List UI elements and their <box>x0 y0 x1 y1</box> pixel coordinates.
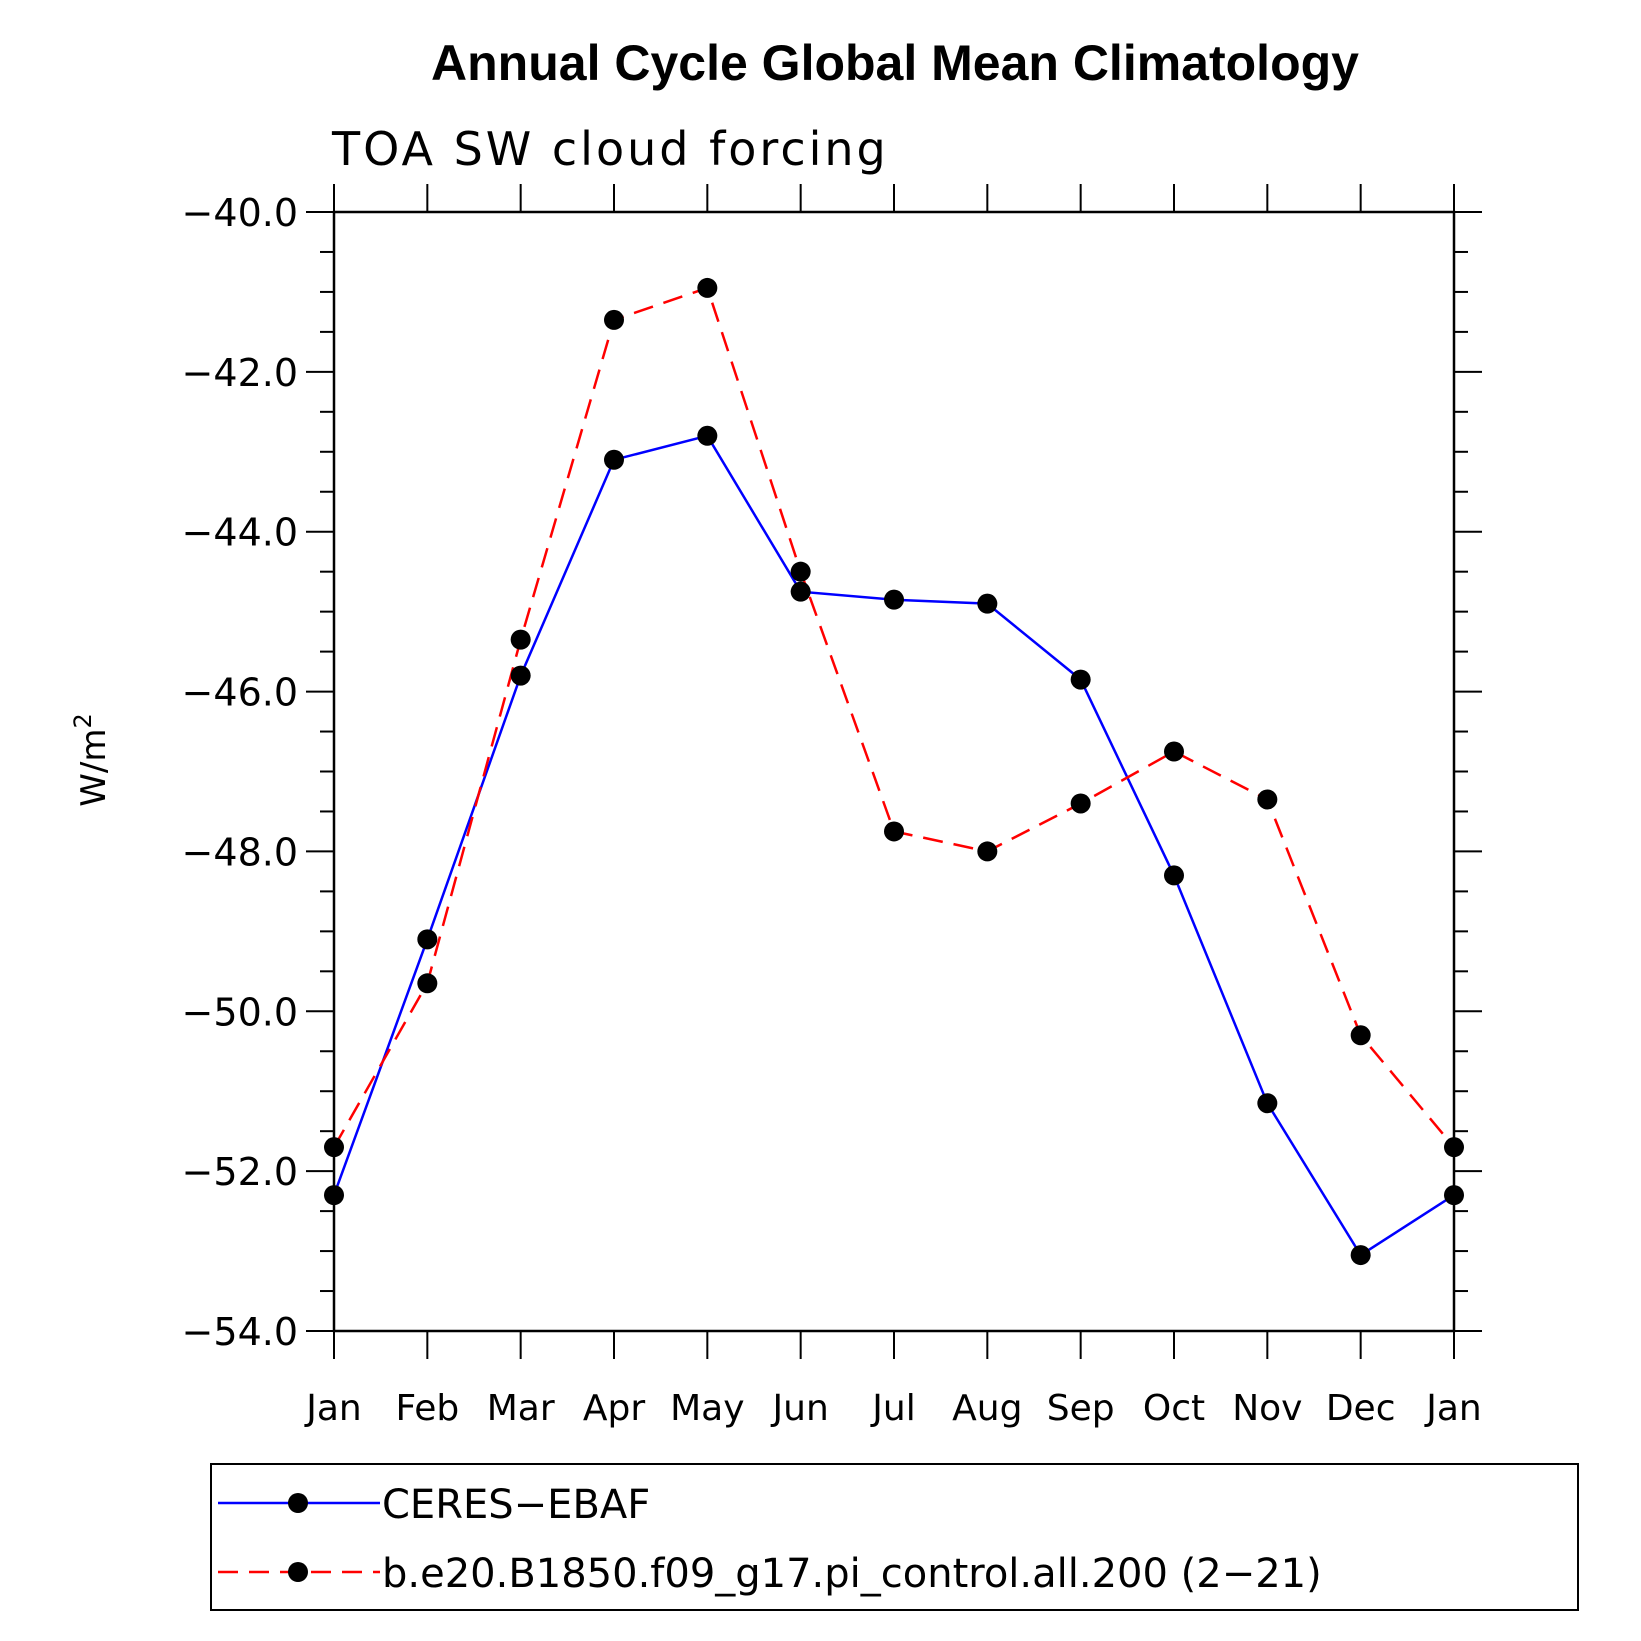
series-line-0 <box>332 434 1455 1257</box>
y-tick-label: −40.0 <box>182 191 298 235</box>
series-1-point <box>1164 741 1184 762</box>
x-tick-label: Feb <box>395 1388 459 1429</box>
axis-ticks <box>306 184 1482 1359</box>
x-tick-label: May <box>670 1388 744 1429</box>
series-layer <box>324 277 1464 1266</box>
series-0-point <box>324 1185 344 1206</box>
x-tick-label: Dec <box>1326 1388 1396 1429</box>
y-tick-labels: −54.0 −52.0 −50.0 −48.0 −46.0 −44.0 −42.0 −40.0 <box>182 191 298 1354</box>
legend-label-model: b.e20.B1850.f09_g17.pi_control.all.200 (… <box>382 1551 1322 1597</box>
series-0-point <box>1444 1185 1464 1206</box>
chart-title: Annual Cycle Global Mean Climatology <box>431 35 1359 91</box>
y-axis-label: W/m2 <box>69 713 114 806</box>
x-tick-label: Mar <box>487 1388 555 1429</box>
series-0-point <box>697 425 718 446</box>
series-1-point <box>324 1137 344 1158</box>
series-line-1 <box>332 286 1455 1149</box>
series-0-point <box>977 593 998 614</box>
legend-marker-model <box>288 1562 308 1582</box>
series-0-point <box>790 581 811 602</box>
x-tick-labels: Jan Feb Mar Apr May Jun Jul Aug Sep Oct Nov Dec Jan <box>304 1388 1482 1429</box>
series-1-point <box>417 973 438 994</box>
x-tick-label: Apr <box>583 1388 645 1429</box>
y-tick-label: −48.0 <box>182 830 298 874</box>
legend-marker-ceres <box>288 1493 308 1513</box>
series-1-point <box>1070 793 1091 814</box>
y-tick-label: −54.0 <box>182 1310 298 1354</box>
legend-label-ceres: CERES−EBAF <box>382 1482 650 1528</box>
series-1-point <box>790 561 811 582</box>
x-tick-label: Jan <box>304 1388 362 1429</box>
series-1-point <box>884 821 904 842</box>
series-1-point <box>604 309 624 330</box>
chart-subtitle: TOA SW cloud forcing <box>331 122 889 176</box>
series-0-point <box>1257 1093 1278 1114</box>
x-tick-label: Jul <box>870 1388 915 1429</box>
series-1-point <box>510 629 531 650</box>
x-tick-label: Sep <box>1047 1388 1115 1429</box>
series-0-point <box>884 589 904 610</box>
series-0-point <box>1070 669 1091 690</box>
y-tick-label: −46.0 <box>182 671 298 715</box>
y-tick-label: −50.0 <box>182 990 298 1034</box>
series-1-point <box>977 841 998 862</box>
x-tick-label: Nov <box>1232 1388 1302 1429</box>
series-0-point <box>510 665 531 686</box>
svg-text:W/m2: W/m2 <box>69 713 114 806</box>
x-tick-label: Jan <box>1424 1388 1482 1429</box>
y-axis-label-base: W/m <box>74 729 114 807</box>
y-axis-label-sup: 2 <box>69 713 97 728</box>
x-tick-label: Oct <box>1143 1388 1205 1429</box>
series-0-point <box>604 449 624 470</box>
series-1-point <box>1444 1137 1464 1158</box>
x-tick-label: Aug <box>952 1388 1022 1429</box>
series-1-point <box>1257 789 1278 810</box>
series-0-point <box>1350 1245 1371 1266</box>
series-0-point <box>1164 865 1184 886</box>
y-tick-label: −44.0 <box>182 511 298 555</box>
x-tick-label: Jun <box>771 1388 829 1429</box>
series-1-point <box>1350 1025 1371 1046</box>
series-1-point <box>697 277 718 298</box>
plot-frame <box>332 210 1456 1333</box>
y-tick-label: −42.0 <box>182 351 298 395</box>
legend-box <box>210 1463 1579 1611</box>
series-0-point <box>417 929 438 950</box>
y-tick-label: −52.0 <box>182 1150 298 1194</box>
legend: CERES−EBAF b.e20.B1850.f09_g17.pi_contro… <box>210 1463 1579 1611</box>
